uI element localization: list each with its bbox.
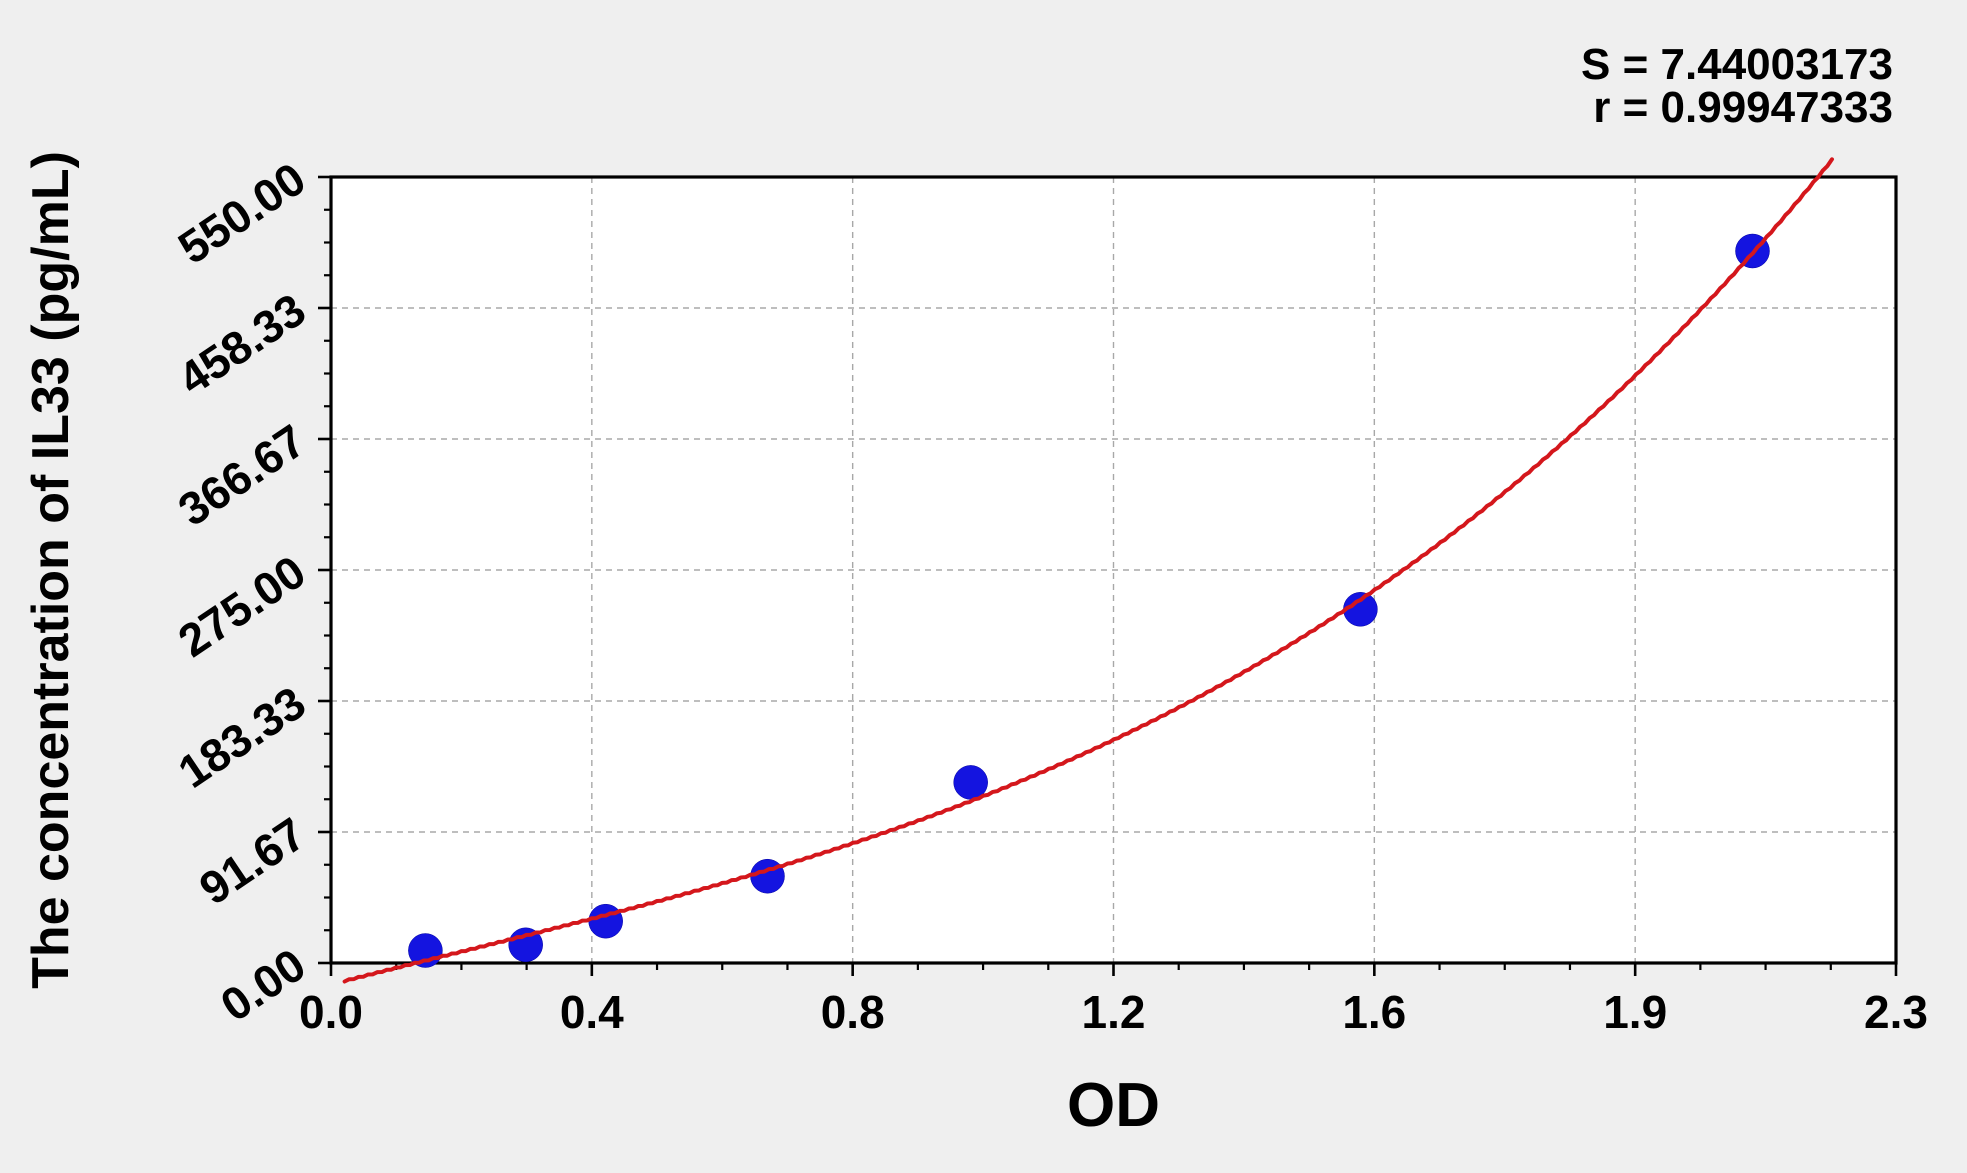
svg-text:OD: OD xyxy=(1067,1071,1160,1140)
svg-text:1.2: 1.2 xyxy=(1082,986,1146,1038)
svg-text:0.0: 0.0 xyxy=(299,986,363,1038)
svg-text:1.9: 1.9 xyxy=(1603,986,1667,1038)
svg-text:0.8: 0.8 xyxy=(821,986,885,1038)
svg-text:The concentration of IL33 (pg/: The concentration of IL33 (pg/mL) xyxy=(22,151,80,989)
svg-text:1.6: 1.6 xyxy=(1342,986,1406,1038)
svg-text:2.3: 2.3 xyxy=(1864,986,1928,1038)
svg-text:r = 0.99947333: r = 0.99947333 xyxy=(1593,83,1893,132)
svg-text:0.4: 0.4 xyxy=(560,986,624,1038)
svg-text:S = 7.44003173: S = 7.44003173 xyxy=(1581,40,1893,89)
